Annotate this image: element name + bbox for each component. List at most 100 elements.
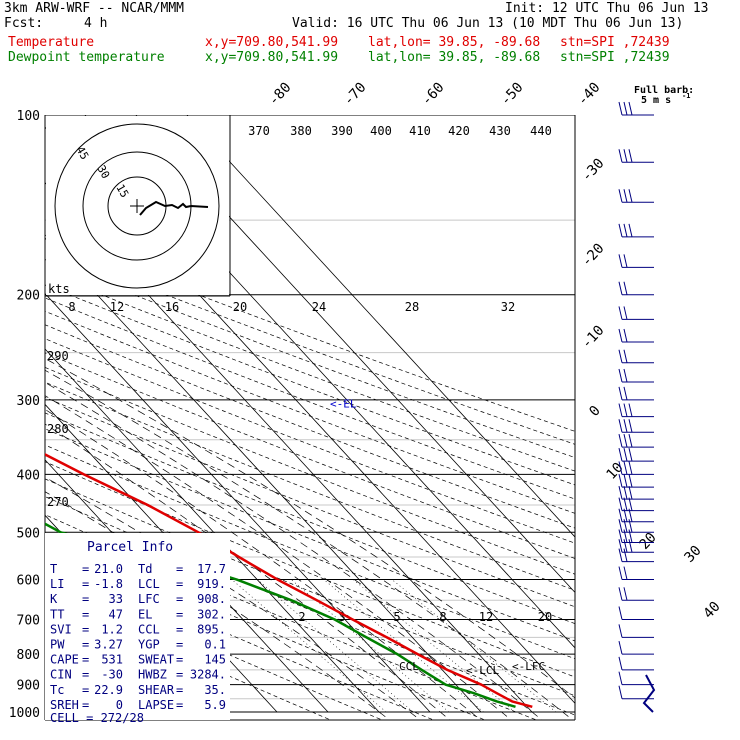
wind-barb-flag [623, 368, 628, 383]
wind-barb-flag [618, 306, 623, 320]
parcel-value: 5.9 [204, 698, 226, 712]
isotherm-tick-label: -30 [579, 156, 608, 185]
parcel-value: 895. [197, 622, 226, 636]
wind-barb-flag [623, 519, 628, 533]
dry-adiabat [45, 271, 575, 472]
parcel-value: 3.27 [94, 638, 123, 652]
wind-barb-flag [623, 486, 628, 500]
wind-barb-flag [618, 548, 623, 562]
wind-barb-flag [628, 497, 633, 511]
wind-barb-flag [618, 497, 623, 511]
parcel-eq: = [176, 683, 183, 697]
parcel-eq: = [82, 653, 89, 667]
parcel-eq: = [82, 592, 89, 606]
wind-barb-flag [623, 328, 628, 343]
parcel-eq: = [176, 607, 183, 621]
wind-barb-flag [618, 539, 623, 553]
dewpoint-latlon: lat,lon= 39.85, -89.68 [368, 50, 541, 65]
parcel-key: LAPSE [138, 698, 174, 712]
parcel-eq: = [82, 638, 89, 652]
wind-barb-flag [623, 529, 628, 543]
moist-adiabat [45, 382, 543, 720]
dry-adiabat [45, 412, 575, 625]
temperature-xy: x,y=709.80,541.99 [205, 35, 339, 50]
isotherm-line [186, 115, 575, 538]
mixing-ratio-label: 8 [439, 610, 446, 624]
parcel-eq: = [176, 698, 183, 712]
model-label: 3km ARW-WRF -- NCAR/MMM [4, 1, 185, 16]
isotherm-line [45, 403, 329, 713]
parcel-key: Tc [50, 683, 64, 697]
parcel-key: EL [138, 607, 152, 621]
hodograph-ring [54, 123, 220, 289]
parcel-eq: = [176, 638, 183, 652]
parcel-value: 302. [197, 607, 226, 621]
wind-speed-scale-label: 16 [165, 300, 179, 314]
mixing-ratio-label: 20 [538, 610, 552, 624]
isotherm-tick-label: 40 [700, 599, 723, 622]
pressure-tick-label: 400 [17, 468, 40, 483]
wind-speed-scale-label: 8 [68, 300, 75, 314]
dry-adiabat [45, 532, 486, 720]
parcel-value: 0.1 [204, 638, 226, 652]
parcel-key: YGP [138, 638, 160, 652]
parcel-value: 908. [197, 592, 226, 606]
parcel-key: CAPE [50, 653, 79, 667]
theta-side-label: 280 [47, 422, 69, 436]
parcel-key: SREH [50, 698, 79, 712]
hodograph-ring-label: 45 [73, 144, 91, 162]
isotherm-tick-label: 30 [681, 543, 704, 566]
init-time: Init: 12 UTC Thu 06 Jun 13 [505, 1, 709, 16]
barb-key-label: Full barb: [634, 85, 694, 96]
parcel-value: 531 [101, 653, 123, 667]
wind-barb-flag [618, 403, 623, 417]
dewpoint-xy: x,y=709.80,541.99 [205, 50, 339, 65]
wind-barb-flag [618, 254, 623, 268]
pressure-tick-label: 600 [17, 574, 40, 589]
wind-barb-flag [618, 189, 623, 203]
wind-barb-flag [618, 419, 623, 433]
parcel-info-background [45, 533, 230, 720]
parcel-key: T [50, 562, 57, 576]
wind-barb-flag [618, 149, 623, 163]
isotherm-tick-label: -20 [579, 241, 608, 270]
parcel-key: PW [50, 638, 65, 652]
wind-barb-flag [623, 386, 628, 400]
hodograph-unit-label: kts [48, 282, 70, 296]
moist-adiabat [45, 408, 482, 720]
wind-barb-flag [623, 149, 628, 163]
parcel-eq: = [176, 562, 183, 576]
wind-barb-flag [628, 539, 633, 553]
mixing-ratio-line [257, 579, 414, 713]
theta-label: 410 [409, 124, 431, 138]
hodograph-ring-label: 30 [94, 163, 112, 181]
parcel-eq: = [82, 577, 89, 591]
pressure-tick-label: 900 [17, 679, 40, 694]
wind-barb-flag [618, 386, 623, 400]
parcel-eq: = [176, 668, 183, 682]
wind-barb-flag [623, 101, 628, 116]
mixing-ratio-label: 12 [479, 610, 493, 624]
lfc-marker: <-LFC [512, 660, 545, 673]
ccl-marker: CCL [399, 660, 419, 673]
wind-barb-flag [618, 434, 623, 448]
dewpoint-station: stn=SPI ,72439 [560, 50, 670, 65]
wind-speed-scale-label: 32 [501, 300, 515, 314]
parcel-eq: = [82, 668, 89, 682]
wind-barb-flag [628, 461, 633, 475]
temperature-profile [45, 453, 533, 709]
wind-barb-flag [623, 508, 628, 522]
wind-barb-flag [623, 587, 628, 601]
wind-barb-flag [618, 448, 623, 462]
wind-barb-flag [623, 281, 628, 295]
parcel-value: 145 [204, 653, 226, 667]
wind-barb-flag [628, 403, 633, 417]
wind-barb-flag [618, 473, 623, 488]
wind-barb-flag [618, 101, 623, 116]
parcel-key: LCL [138, 577, 160, 591]
parcel-value: -30 [101, 668, 123, 682]
wind-barb-flag [623, 306, 628, 320]
parcel-cell: CELL = 272/28 [50, 711, 144, 725]
temperature-latlon: lat,lon= 39.85, -89.68 [368, 35, 541, 50]
